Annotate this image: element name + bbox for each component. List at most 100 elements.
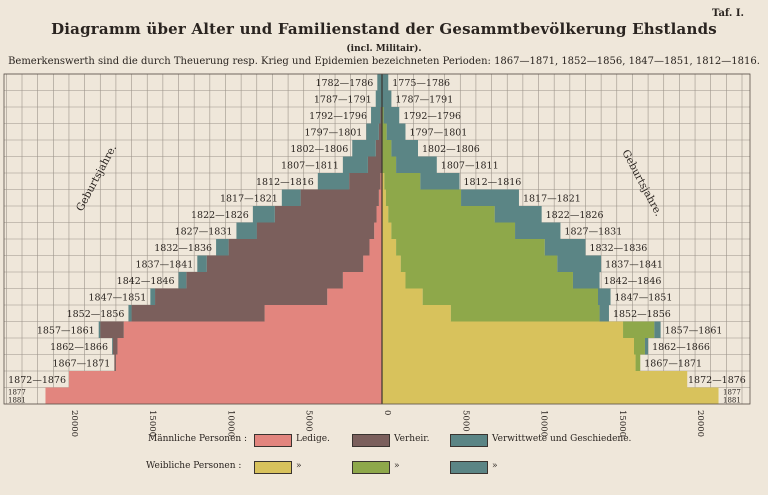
bar-male-verwitwet <box>236 222 257 239</box>
bar-male-verwitwet <box>216 239 229 256</box>
birth-label-female: 1822—1826 <box>546 210 604 221</box>
bar-male-verheiratet <box>100 321 124 338</box>
birth-label-male: 1872—1876 <box>8 375 66 386</box>
bar-female-verheiratet <box>623 321 655 338</box>
bar-male-ledige <box>374 222 382 239</box>
bar-male-verwitwet <box>317 173 350 190</box>
birth-label-female: 1827—1831 <box>564 226 622 237</box>
plate-label: Taf. I. <box>711 8 744 19</box>
x-tick-label: 20000 <box>69 410 79 437</box>
bar-female-ledige <box>382 321 624 338</box>
legend-label-verwitwet: Verwittwete und Geschiedene. <box>492 434 632 444</box>
bar-female-verwitwet <box>599 305 609 322</box>
bar-female-ledige <box>382 354 636 371</box>
x-tick-label: 20000 <box>695 410 705 437</box>
birth-label-male: 1782—1786 <box>315 78 373 89</box>
birth-label-female: 1842—1846 <box>604 276 662 287</box>
bar-male-ledige <box>68 371 383 388</box>
birth-label-female: 1802—1806 <box>422 144 480 155</box>
bar-male-verheiratet <box>380 107 382 124</box>
birth-label-female: 1867—1871 <box>644 358 702 369</box>
legend-swatch-female-ledige <box>254 461 292 474</box>
birth-label-female: 1857—1861 <box>665 325 723 336</box>
birth-label-female: 1797—1801 <box>409 127 467 138</box>
bar-female-verwitwet <box>598 288 611 305</box>
bar-male-verwitwet <box>112 338 113 355</box>
bar-male-ledige <box>378 189 382 206</box>
x-tick-label: 5000 <box>460 410 470 432</box>
birth-label-female: 1775—1786 <box>392 78 450 89</box>
bar-female-verwitwet <box>382 90 392 107</box>
bar-female-ledige <box>382 173 385 190</box>
bar-female-ledige <box>382 371 688 388</box>
bar-male-verwitwet <box>352 140 376 157</box>
legend-swatch-female-verwitwet <box>450 461 488 474</box>
bar-male-verheiratet <box>256 222 375 239</box>
bar-male-verheiratet <box>114 354 116 371</box>
birth-label-male: 1787—1791 <box>314 94 372 105</box>
bar-male-verheiratet <box>378 123 382 140</box>
bar-female-verheiratet <box>450 305 600 322</box>
bar-female-verwitwet <box>515 222 561 239</box>
bar-male-verheiratet <box>155 288 328 305</box>
birth-label-female: 1812—1816 <box>463 177 521 188</box>
x-tick-label: 15000 <box>147 410 157 437</box>
birth-label-male: 1862—1866 <box>50 342 108 353</box>
bar-female-verheiratet <box>400 255 558 272</box>
bar-female-ledige <box>382 288 423 305</box>
bar-female-verheiratet <box>635 354 641 371</box>
birth-label-male: 1842—1846 <box>117 276 175 287</box>
birth-label-male: 1817—1821 <box>220 193 278 204</box>
birth-label-male: 1832—1836 <box>154 243 212 254</box>
birth-label-female: 1807—1811 <box>441 160 499 171</box>
bar-female-verheiratet <box>388 206 495 223</box>
bar-male-verwitwet <box>342 156 368 173</box>
bar-male-ledige <box>369 239 382 256</box>
bar-male-ledige <box>363 255 382 272</box>
birth-label-female: 1787—1791 <box>395 94 453 105</box>
bar-male-verwitwet <box>98 321 101 338</box>
birth-label-male: 1792—1796 <box>309 111 367 122</box>
bar-female-verwitwet <box>557 255 602 272</box>
legend-swatch-male-ledige <box>254 434 292 447</box>
legend-ditto-2: » <box>394 461 400 471</box>
page-note: Bemerkenswerth sind die durch Theuerung … <box>8 56 760 67</box>
birth-label-female: 1881 <box>723 397 741 405</box>
birth-label-female: 1877 <box>723 389 741 397</box>
birth-label-female: 1872—1876 <box>688 375 746 386</box>
bar-female-ledige <box>382 189 386 206</box>
birth-label-male: 1847—1851 <box>88 292 146 303</box>
bar-male-verheiratet <box>274 206 377 223</box>
birth-label-male: 1822—1826 <box>191 210 249 221</box>
legend-male-label: Männliche Personen : <box>148 434 248 444</box>
birth-label-male: 1807—1811 <box>281 160 339 171</box>
bar-female-verwitwet <box>644 338 649 355</box>
bar-female-verwitwet <box>386 123 406 140</box>
bar-male-verwitwet <box>377 74 382 91</box>
bar-female-ledige <box>382 206 389 223</box>
legend-swatch-male-verwitwet <box>450 434 488 447</box>
bar-male-ledige <box>45 387 382 404</box>
bar-female-ledige <box>382 272 406 289</box>
bar-male-ledige <box>264 305 382 322</box>
birth-label-male: 1881 <box>8 397 26 405</box>
page-subtitle: (incl. Militair). <box>346 44 422 54</box>
bar-female-ledige <box>382 338 634 355</box>
side-label-left: Geburtsjahre. <box>74 143 119 214</box>
bar-female-ledige <box>382 305 451 322</box>
birth-label-male: 1877 <box>8 389 26 397</box>
birth-label-female: 1817—1821 <box>523 193 581 204</box>
bar-male-verheiratet <box>228 239 370 256</box>
bar-female-verwitwet <box>461 189 519 206</box>
bar-male-verwitwet <box>371 107 381 124</box>
bar-female-verwitwet <box>383 107 400 124</box>
bar-male-verheiratet <box>367 156 382 173</box>
side-label-right: Geburtsjahre. <box>619 148 664 219</box>
legend-swatch-male-verheiratet <box>352 434 390 447</box>
bar-male-verwitwet <box>178 272 187 289</box>
bar-female-verheiratet <box>422 288 598 305</box>
bar-female-verwitwet <box>391 140 418 157</box>
bar-female-verheiratet <box>396 239 545 256</box>
legend-female-label: Weibliche Personen : <box>146 461 242 471</box>
bar-female-verheiratet <box>382 156 397 173</box>
